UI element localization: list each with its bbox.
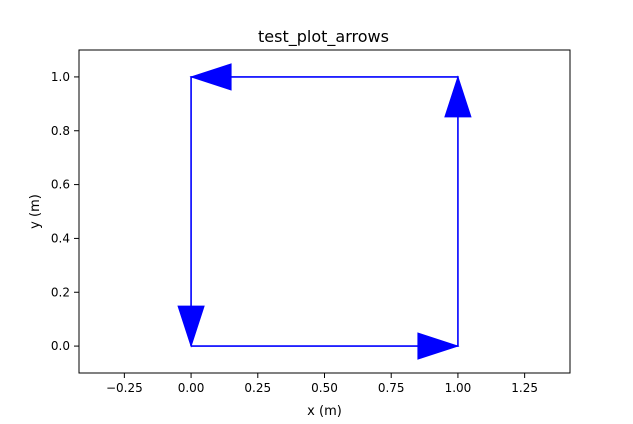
x-tick-label: −0.25 (106, 381, 143, 395)
x-tick-label: 0.25 (244, 381, 271, 395)
axes-frame (78, 49, 571, 374)
y-tick-label: 1.0 (51, 70, 70, 84)
y-tick-label: 0.8 (51, 124, 70, 138)
arrowhead-3 (177, 305, 205, 348)
y-tick-label: 0.4 (51, 231, 70, 245)
plot-area (177, 63, 472, 360)
series-line-0 (190, 76, 459, 347)
x-tick-label: 0.00 (178, 381, 205, 395)
x-tick-label: 1.00 (445, 381, 472, 395)
y-tick-label: 0.2 (51, 285, 70, 299)
x-tick-label: 0.75 (378, 381, 405, 395)
x-tick-label: 1.25 (511, 381, 538, 395)
y-axis-label: y (m) (28, 194, 43, 229)
arrowhead-2 (189, 63, 232, 91)
x-tick-label: 0.50 (311, 381, 338, 395)
chart-title: test_plot_arrows (258, 27, 389, 47)
ticks: −0.25 0.00 0.25 0.50 0.75 1.00 1.25 0.0 0.2 0.4 0.… (51, 70, 538, 395)
arrowhead-1 (444, 75, 472, 118)
y-tick-label: 0.6 (51, 178, 70, 192)
arrowhead-0 (417, 332, 460, 360)
x-axis-label: x (m) (307, 404, 342, 419)
y-tick-label: 0.0 (51, 339, 70, 353)
